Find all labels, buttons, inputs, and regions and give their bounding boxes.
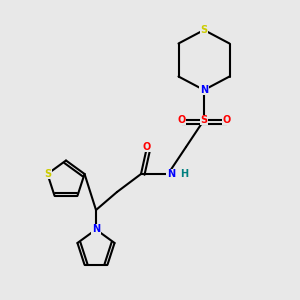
Text: H: H [180,169,189,179]
Text: N: N [167,169,175,179]
Text: O: O [222,115,231,125]
Text: O: O [177,115,186,125]
Text: N: N [200,85,208,95]
Text: N: N [92,224,100,235]
Text: S: S [200,115,208,125]
Text: O: O [143,142,151,152]
Text: S: S [44,169,51,179]
Text: S: S [200,25,208,35]
